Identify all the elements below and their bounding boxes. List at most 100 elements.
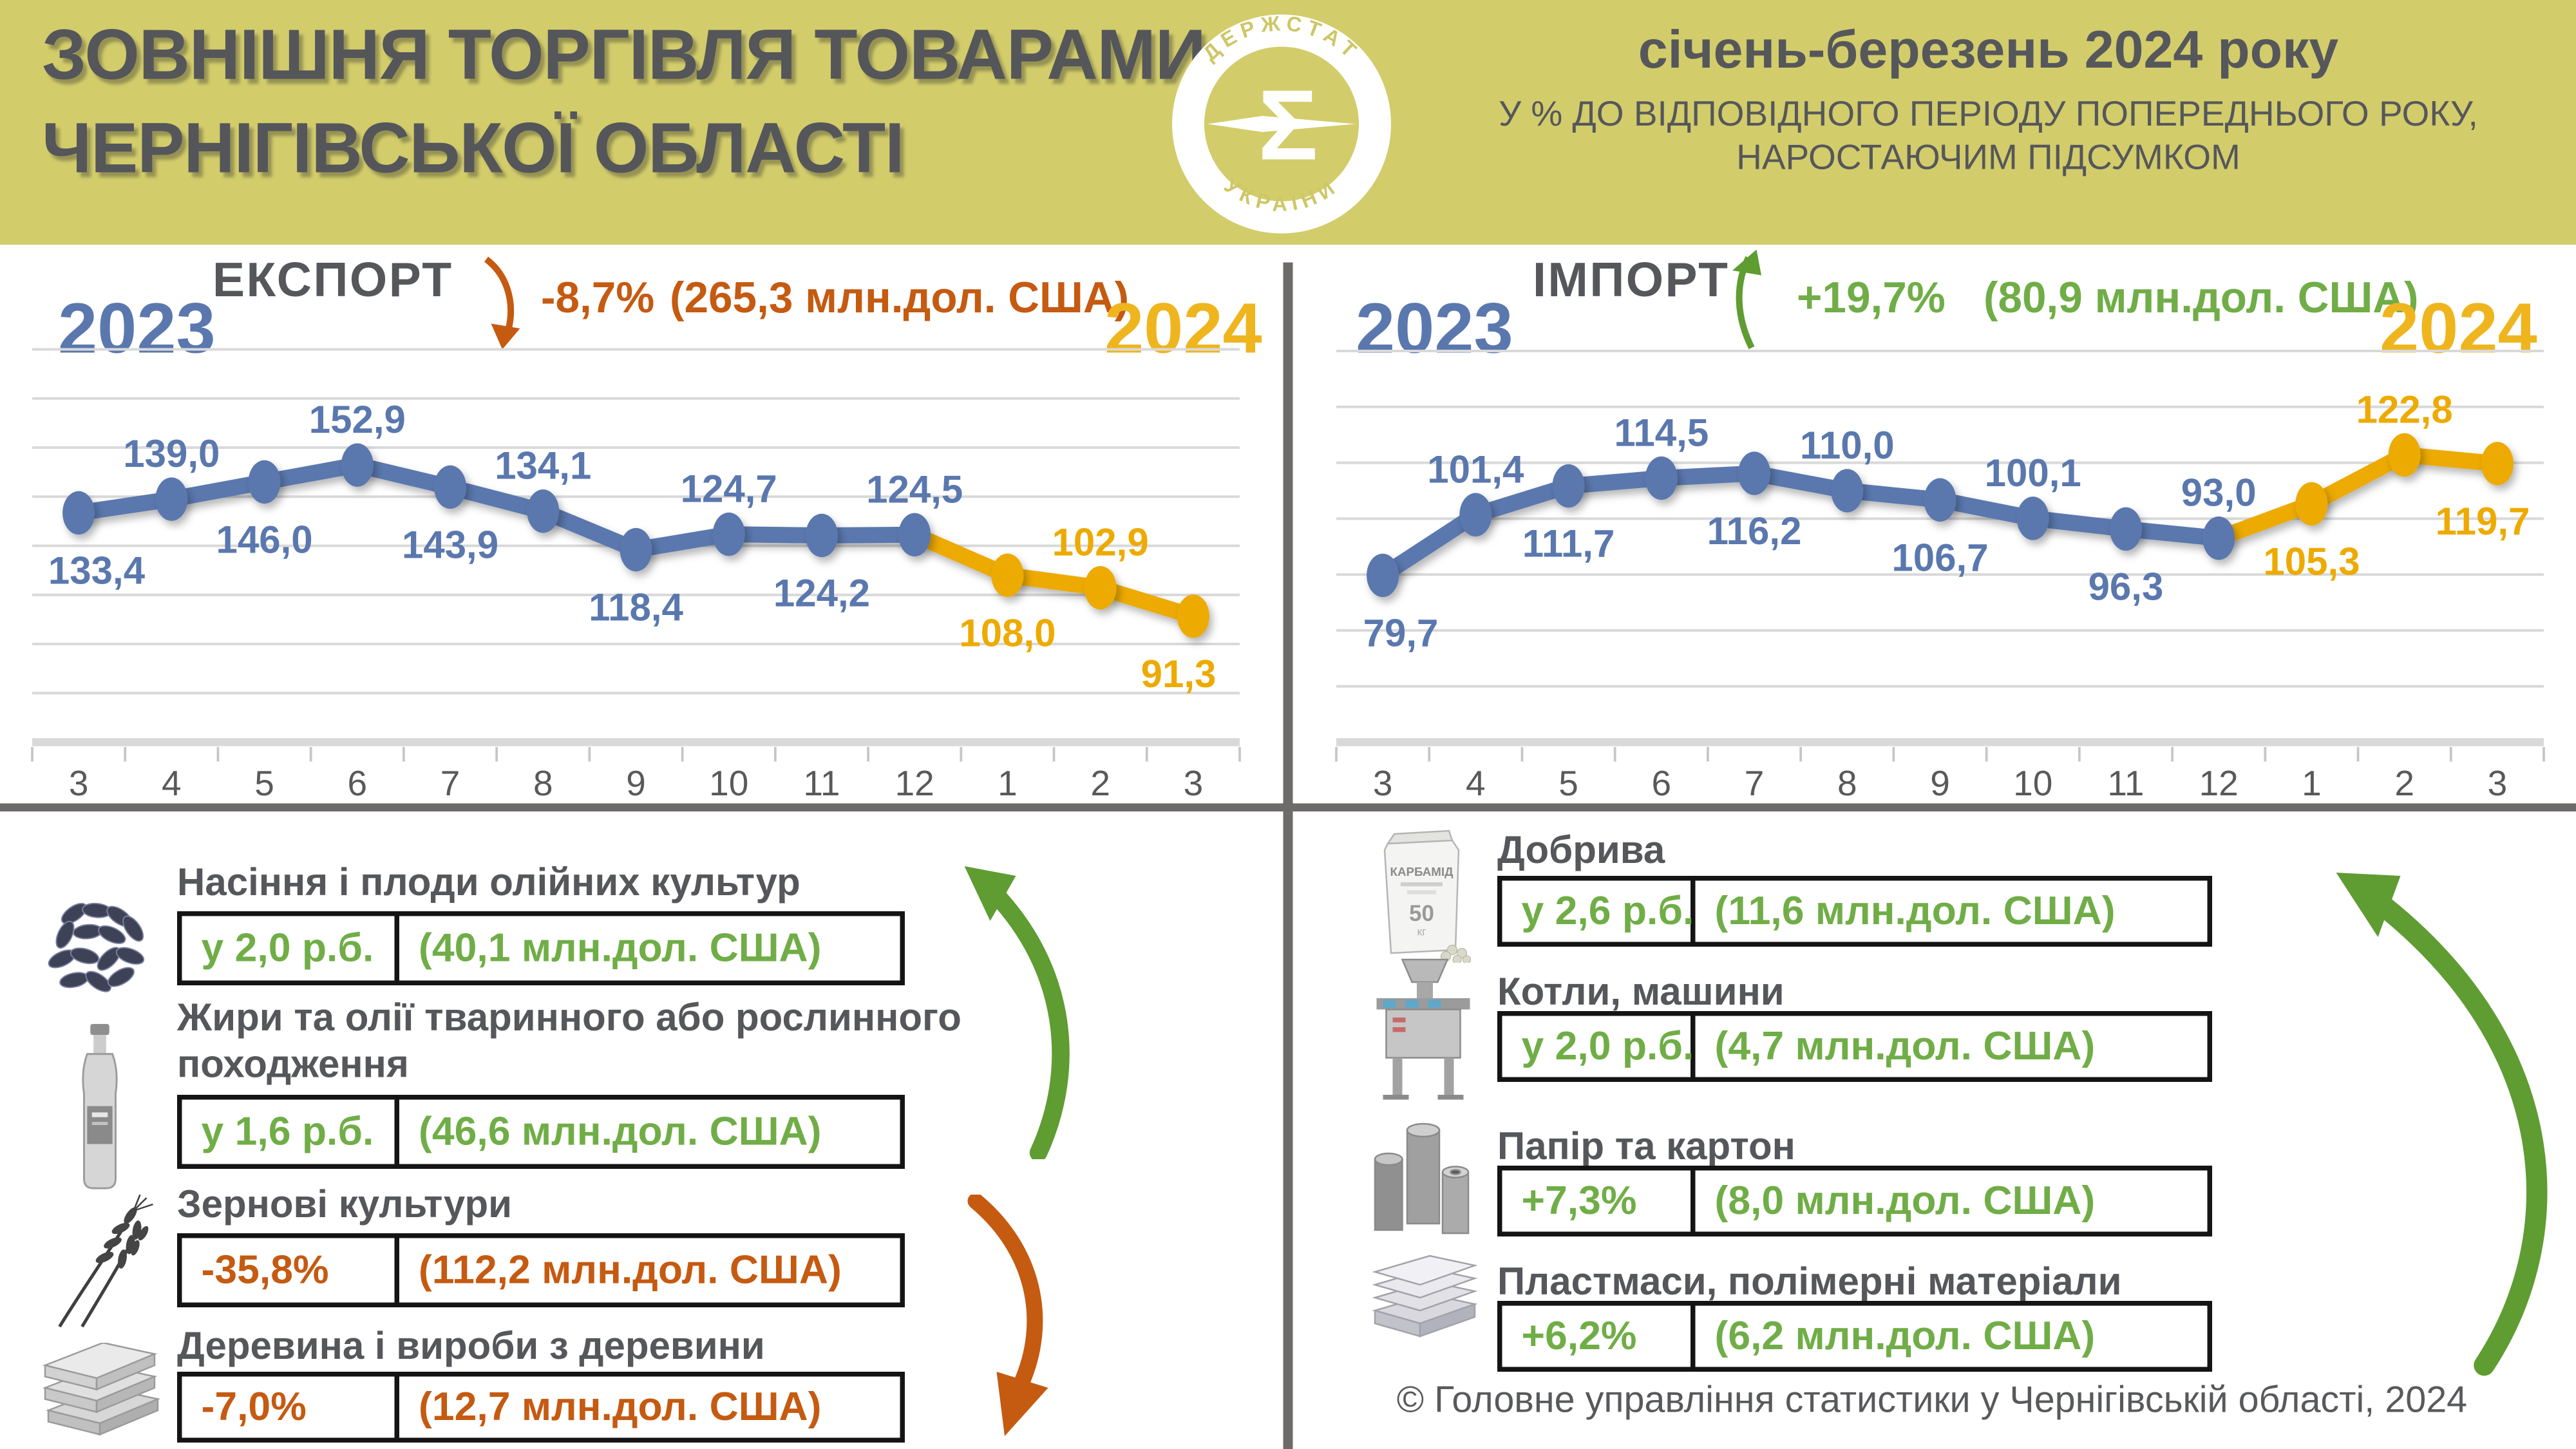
svg-text:КАРБАМІД: КАРБАМІД [1390, 865, 1454, 878]
vertical-divider [1283, 262, 1293, 1449]
month-tick-label: 7 [1745, 763, 1765, 803]
export-chart-title: ЕКСПОРТ [213, 254, 453, 308]
import-item-1-title: Добрива [1497, 828, 1665, 875]
data-point-label: 114,5 [1614, 411, 1709, 454]
import-growth-big-arrow-icon [2336, 873, 2548, 1376]
import-item-2-value: (4,7 млн.дол. США) [1714, 1023, 2096, 1068]
title-line: Пластмаси, полімерні матеріали [1497, 1260, 2122, 1305]
data-point-label: 124,5 [866, 468, 963, 511]
month-tick-label: 9 [1930, 763, 1950, 803]
header-right-block: січень-березень 2024 року У % ДО ВІДПОВІ… [1417, 19, 2560, 179]
export-item-2-table: у 1,6 р.б. (46,6 млн.дол. США) [177, 1095, 905, 1169]
header-subtitle-line2: НАРОСТАЮЧИМ ПІДСУМКОМ [1736, 137, 2240, 178]
data-point [434, 465, 467, 509]
title-line: Добрива [1497, 829, 1665, 873]
data-point [2481, 442, 2514, 486]
data-point-label: 134,1 [495, 444, 591, 488]
svg-text:кг: кг [1417, 925, 1426, 938]
export-item-3-value: (112,2 млн.дол. США) [419, 1247, 842, 1293]
import-item-1-change: у 2,6 р.б. [1502, 880, 1696, 942]
import-item-1-value: (11,6 млн.дол. США) [1714, 887, 2116, 933]
month-tick-label: 5 [1558, 763, 1578, 803]
page-title-line2: ЧЕРНІГІВСЬКОЇ ОБЛАСТІ [42, 109, 905, 189]
month-tick-label: 1 [998, 763, 1018, 803]
data-point [805, 513, 838, 558]
title-line: Насіння і плоди олійних культур [177, 861, 800, 905]
data-point-label: 124,7 [681, 468, 777, 511]
export-item-2-value: (46,6 млн.дол. США) [419, 1108, 822, 1154]
series-line-2024 [2210, 446, 2506, 547]
data-point-label: 79,7 [1363, 611, 1439, 654]
import-item-2-table: у 2,0 р.б. (4,7 млн.дол. США) [1497, 1011, 2212, 1082]
month-tick-label: 10 [2013, 763, 2052, 803]
data-point-label: 143,9 [402, 523, 498, 566]
data-point [2202, 516, 2235, 560]
data-point [1738, 451, 1771, 495]
title-line: Жири та олії тваринного або рослинного [177, 996, 961, 1041]
series-line-2023 [70, 457, 923, 558]
export-year-2023-label: 2023 [58, 290, 216, 369]
import-item-3-change: +7,3% [1502, 1170, 1696, 1232]
import-item-4-value: (6,2 млн.дол. США) [1714, 1312, 2096, 1358]
month-tick-label: 6 [348, 763, 368, 803]
data-point-label: 108,0 [959, 611, 1056, 654]
data-point [248, 460, 281, 504]
data-point-label: 91,3 [1141, 652, 1217, 696]
page-title-line1: ЗОВНІШНЯ ТОРГІВЛЯ ТОВАРАМИ [42, 16, 1206, 95]
import-item-4-title: Пластмаси, полімерні матеріали [1497, 1259, 2121, 1306]
paper-rolls-icon [1372, 1121, 1475, 1240]
export-item-4-change: -7,0% [182, 1376, 399, 1438]
export-item-4-table: -7,0% (12,7 млн.дол. США) [177, 1372, 905, 1443]
x-axis-line [32, 738, 1240, 746]
data-point [991, 553, 1024, 597]
data-point [341, 443, 374, 487]
export-item-2-title: Жири та олії тваринного або рослинного по… [177, 995, 961, 1088]
title-line: Деревина і вироби з деревини [177, 1325, 765, 1369]
oil-bottle-icon [71, 1024, 129, 1191]
import-chart-title: ІМПОРТ [1533, 254, 1730, 308]
import-item-4-table: +6,2% (6,2 млн.дол. США) [1497, 1301, 2212, 1372]
data-point-label: 139,0 [123, 432, 220, 475]
page-title: ЗОВНІШНЯ ТОРГІВЛЯ ТОВАРАМИ ЧЕРНІГІВСЬКОЇ… [42, 10, 1206, 196]
svg-text:50: 50 [1409, 901, 1434, 926]
data-point-label: 116,2 [1707, 509, 1802, 553]
month-tick-label: 4 [162, 763, 182, 803]
export-year-2024-label: 2024 [1104, 290, 1262, 369]
data-point [527, 489, 560, 533]
export-item-3-title: Зернові культури [177, 1182, 512, 1229]
header: ЗОВНІШНЯ ТОРГІВЛЯ ТОВАРАМИ ЧЕРНІГІВСЬКОЇ… [0, 0, 2576, 245]
import-line-chart: 3 4 5 6 7 8 9 10 11 12 1 2 379,7101,4111,7114,5116,2… [1335, 350, 2545, 803]
data-point [898, 513, 931, 557]
data-point-label: 100,1 [1985, 451, 2081, 495]
plastic-sheets-icon [1362, 1249, 1484, 1346]
month-tick-label: 3 [1373, 763, 1393, 803]
x-axis-line [1336, 738, 2544, 746]
data-point-label: 119,7 [2436, 500, 2530, 543]
data-point [2388, 433, 2421, 477]
import-item-2-change: у 2,0 р.б. [1502, 1016, 1696, 1077]
series-line-2023 [1374, 465, 2227, 583]
lumber-icon [39, 1343, 161, 1439]
export-item-1-change: у 2,0 р.б. [182, 916, 399, 981]
export-item-3-change: -35,8% [182, 1238, 399, 1303]
month-tick-label: 4 [1466, 763, 1486, 803]
title-line: Зернові культури [177, 1183, 513, 1227]
fertilizer-bag-icon: КАРБАМІД 50 кг [1372, 828, 1475, 963]
data-point [2109, 507, 2142, 551]
header-subtitle-line1: У % ДО ВІДПОВІДНОГО ПЕРІОДУ ПОПЕРЕДНЬОГО… [1499, 93, 2478, 134]
month-tick-label: 11 [803, 763, 840, 803]
import-growth-arrow-icon [1732, 249, 1761, 350]
data-point-label: 146,0 [216, 518, 312, 561]
data-point [155, 477, 188, 521]
month-tick-label: 2 [2394, 763, 2414, 803]
export-item-1-table: у 2,0 р.б. (40,1 млн.дол. США) [177, 911, 905, 985]
export-decline-big-arrow-icon [967, 1195, 1048, 1436]
import-item-1-table: у 2,6 р.б. (11,6 млн.дол. США) [1497, 876, 2212, 947]
month-tick-label: 9 [626, 763, 646, 803]
data-point [1459, 493, 1492, 537]
data-point-label: 118,4 [589, 586, 683, 629]
export-item-1-value: (40,1 млн.дол. США) [419, 925, 822, 971]
import-year-2024-label: 2024 [2380, 290, 2537, 369]
